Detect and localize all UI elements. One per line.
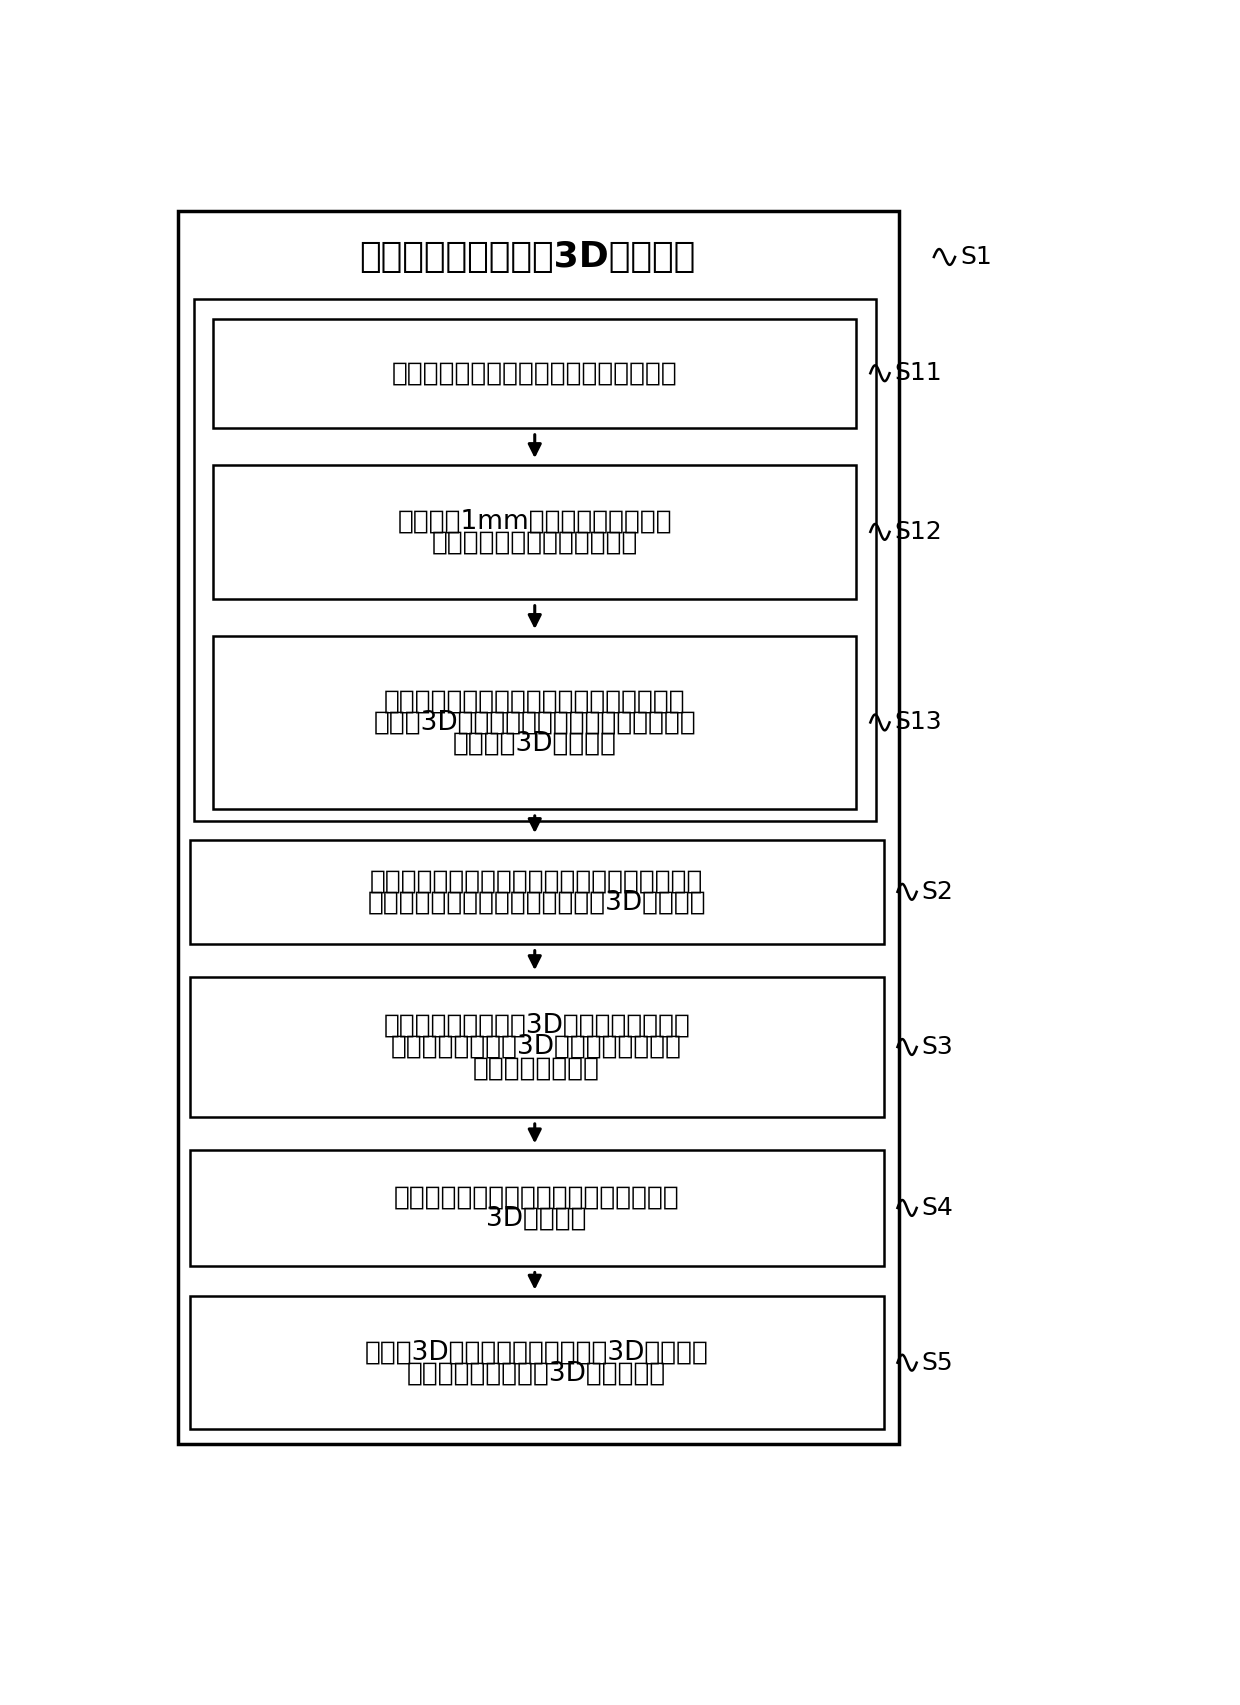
Text: 经过一3D建模模块输出，藉以建立出该漏斗: 经过一3D建模模块输出，藉以建立出该漏斗 xyxy=(373,709,696,735)
Text: 以建立一矫正后的预计胸腔轮廓的3D打印模型: 以建立一矫正后的预计胸腔轮廓的3D打印模型 xyxy=(367,890,706,916)
Text: S5: S5 xyxy=(921,1350,954,1374)
Bar xyxy=(213,636,857,810)
Bar xyxy=(193,298,875,820)
Bar xyxy=(213,465,857,598)
Bar xyxy=(179,211,899,1444)
Text: 打印出来，以获得一3D打印模拟板: 打印出来，以获得一3D打印模拟板 xyxy=(407,1361,666,1386)
Text: 该影像先经过一影像处理模块处理，然后再: 该影像先经过一影像处理模块处理，然后再 xyxy=(384,689,686,714)
Text: 依照该术后胸腔轮廓模型建立一模拟板的: 依照该术后胸腔轮廓模型建立一模拟板的 xyxy=(394,1185,680,1211)
Text: 医疗数字影像传输协定的格式: 医疗数字影像传输协定的格式 xyxy=(432,530,637,556)
Text: S4: S4 xyxy=(921,1195,954,1219)
Text: 预测该漏斗胸病患的矫正后的胸腔轮廓的外形，: 预测该漏斗胸病患的矫正后的胸腔轮廓的外形， xyxy=(370,868,703,893)
Bar xyxy=(190,841,883,945)
Bar xyxy=(190,1296,883,1429)
Text: S11: S11 xyxy=(894,361,942,385)
Text: 建立一漏斗胸病患的3D胸腔模型: 建立一漏斗胸病患的3D胸腔模型 xyxy=(358,240,696,275)
Text: 的预计胸腔轮廓的3D打印模型，建立一: 的预计胸腔轮廓的3D打印模型，建立一 xyxy=(391,1033,682,1061)
Text: S12: S12 xyxy=(894,520,942,544)
Text: 3D打印模型: 3D打印模型 xyxy=(486,1205,587,1231)
Text: 术后胸腔轮廓模型: 术后胸腔轮廓模型 xyxy=(474,1055,600,1081)
Text: S3: S3 xyxy=(921,1035,954,1059)
Text: 藉由一3D打印设备将该模拟板的3D打印模型: 藉由一3D打印设备将该模拟板的3D打印模型 xyxy=(365,1338,708,1366)
Bar xyxy=(190,977,883,1117)
Text: 根据该漏斗胸病患的3D胸腔模型与矫正后: 根据该漏斗胸病患的3D胸腔模型与矫正后 xyxy=(383,1013,691,1038)
Text: 测量一漏斗胸病患的胸腔，以获得一影像: 测量一漏斗胸病患的胸腔，以获得一影像 xyxy=(392,360,677,387)
Bar xyxy=(213,319,857,428)
Text: S1: S1 xyxy=(961,246,992,269)
Text: S13: S13 xyxy=(894,711,942,735)
Text: 胸病患的3D胸腔模型: 胸病患的3D胸腔模型 xyxy=(453,731,616,757)
Text: S2: S2 xyxy=(921,880,954,904)
Text: 该影像以1mm的切片厚度储存成一: 该影像以1mm的切片厚度储存成一 xyxy=(398,508,672,534)
Bar xyxy=(190,1151,883,1265)
